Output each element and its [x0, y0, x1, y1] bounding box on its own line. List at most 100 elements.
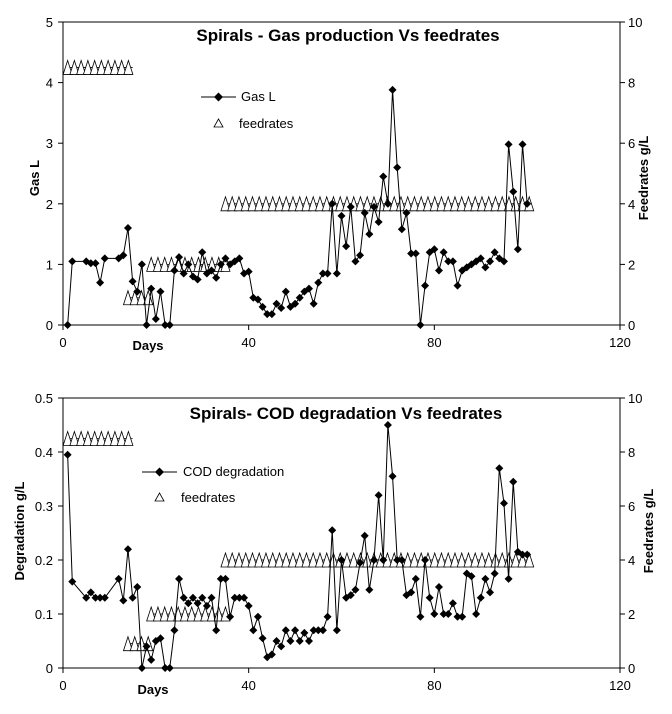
data-point	[499, 257, 508, 266]
feedrate-point	[274, 551, 285, 568]
y2-axis-label: Feedrates g/L	[641, 489, 656, 574]
feedrate-point	[524, 551, 535, 568]
data-point	[518, 140, 527, 149]
data-point	[416, 321, 425, 329]
x-tick-label: 0	[59, 678, 66, 693]
feedrate-point	[301, 551, 312, 568]
feedrate-point	[449, 551, 461, 568]
feedrate-point	[436, 551, 447, 568]
x-tick-label: 40	[241, 335, 255, 350]
feedrate-point	[129, 635, 140, 652]
data-point	[318, 626, 327, 635]
feedrate-point	[69, 430, 80, 446]
data-point	[379, 556, 388, 564]
data-point	[518, 550, 527, 559]
data-point	[221, 574, 230, 583]
feedrate-point	[146, 256, 157, 272]
data-point	[490, 569, 499, 578]
data-point	[369, 556, 378, 564]
feedrate-point	[294, 551, 305, 568]
data-point	[388, 472, 397, 481]
data-point	[481, 574, 490, 583]
feedrate-point	[483, 195, 494, 212]
data-point	[281, 626, 290, 635]
y-tick-label: 2	[46, 197, 53, 212]
feedrate-point	[227, 195, 238, 212]
data-point	[509, 477, 518, 486]
feedrate-point	[395, 195, 407, 212]
feedrate-point	[429, 551, 440, 568]
data-point	[332, 626, 341, 635]
data-point	[258, 634, 267, 643]
data-point	[272, 637, 281, 645]
feedrate-point	[321, 551, 332, 568]
data-point	[346, 202, 355, 211]
data-point	[342, 242, 351, 251]
data-point	[216, 260, 225, 269]
data-point	[212, 273, 221, 282]
data-point	[128, 593, 137, 602]
feedrate-point	[281, 195, 292, 212]
data-point	[86, 259, 95, 268]
data-point	[393, 556, 402, 564]
feedrate-point	[82, 59, 93, 75]
feedrate-point	[267, 551, 278, 568]
data-point	[198, 593, 207, 602]
feedrate-point	[247, 551, 258, 568]
x-tick-label: 80	[427, 335, 441, 350]
feedrate-point	[274, 195, 285, 212]
feedrate-point	[254, 551, 265, 568]
feedrate-point	[123, 430, 134, 446]
data-point	[96, 278, 105, 287]
chart-gas-production: Spirals - Gas production Vs feedrates 0 1…	[27, 15, 651, 353]
feedrate-point	[240, 195, 251, 212]
data-point	[114, 574, 123, 583]
data-point	[448, 599, 457, 608]
feedrate-point	[422, 195, 434, 212]
data-point	[253, 295, 262, 304]
y-tick-label: 1	[46, 257, 53, 272]
feedrate-point	[443, 195, 454, 212]
plot-frame	[62, 21, 621, 326]
data-point	[82, 593, 91, 602]
data-point	[202, 601, 211, 610]
x-axis-label: Days	[137, 682, 168, 697]
y-tick-label: 5	[46, 15, 53, 30]
data-point	[179, 269, 188, 278]
y2-tick-label: 4	[628, 553, 635, 568]
feedrate-point	[314, 551, 326, 568]
data-point	[133, 583, 142, 591]
plot-frame	[62, 397, 621, 669]
feedrate-point	[136, 289, 147, 306]
y2-tick-label: 4	[628, 197, 635, 212]
feedrate-point	[254, 195, 265, 212]
y2-axis-label: Feedrates g/L	[636, 136, 651, 221]
feedrate-point	[109, 430, 120, 446]
data-point	[281, 287, 290, 296]
feedrate-point	[96, 430, 107, 446]
feedrate-point	[193, 605, 204, 622]
feedrate-point	[449, 195, 461, 212]
feedrate-point	[116, 430, 127, 446]
feedrate-point	[122, 289, 134, 306]
data-point	[356, 558, 365, 567]
y2-tick-label: 10	[628, 15, 642, 30]
data-point	[476, 254, 485, 263]
data-point	[439, 610, 448, 618]
y2-tick-label: 0	[628, 661, 635, 676]
legend-label-main: Gas L	[241, 89, 276, 104]
data-point	[314, 278, 323, 287]
feedrate-point	[301, 195, 312, 212]
data-point	[434, 583, 443, 591]
y-tick-label: 0.2	[35, 553, 53, 568]
y-axis-label: Degradation g/L	[12, 481, 27, 580]
x-tick-label: 120	[609, 678, 631, 693]
feedrate-point	[159, 256, 170, 272]
data-point	[421, 281, 430, 290]
data-point	[123, 224, 132, 233]
data-point	[434, 266, 443, 275]
data-point	[147, 655, 156, 664]
feedrate-point	[122, 635, 134, 652]
data-point	[453, 612, 462, 621]
